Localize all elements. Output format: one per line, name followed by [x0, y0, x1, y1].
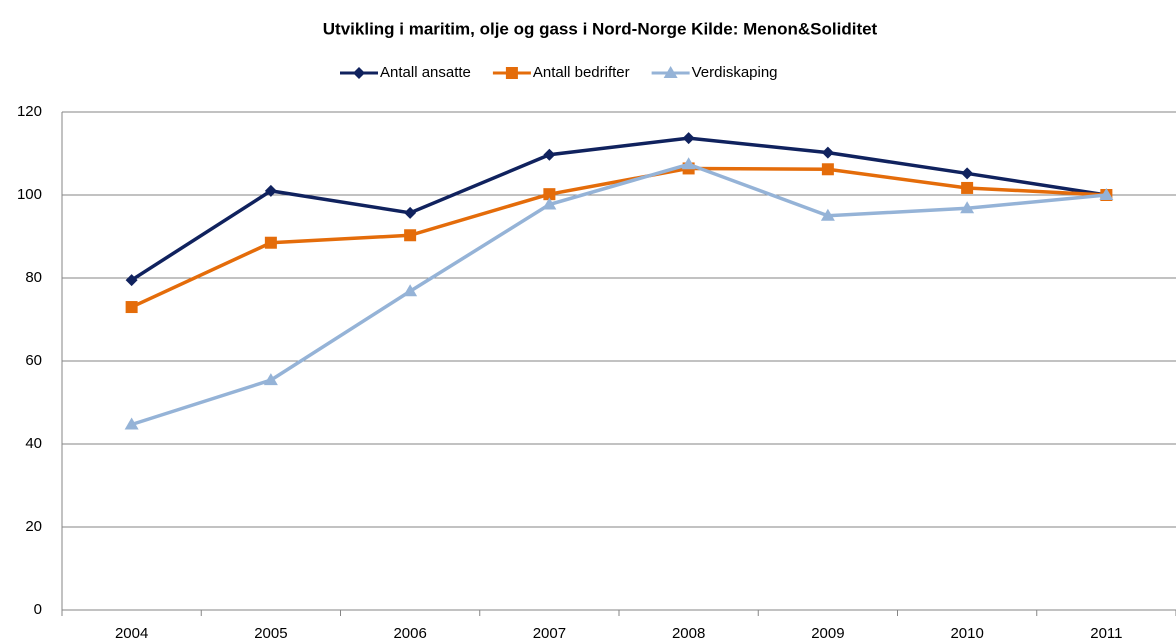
chart-title: Utvikling i maritim, olje og gass i Nord… [323, 19, 878, 38]
x-tick-label: 2011 [1090, 625, 1122, 642]
y-tick-label: 100 [17, 186, 42, 203]
marker [353, 67, 365, 79]
y-tick-label: 60 [25, 352, 42, 369]
marker [125, 274, 138, 287]
marker [125, 301, 138, 314]
marker [820, 208, 835, 221]
y-tick-label: 0 [34, 601, 42, 618]
x-tick-label: 2004 [115, 625, 148, 642]
marker [542, 197, 557, 210]
y-tick-label: 40 [25, 435, 42, 452]
x-tick-label: 2010 [950, 625, 983, 642]
marker [403, 284, 418, 297]
legend-label: Antall ansatte [380, 64, 471, 81]
marker [404, 229, 417, 242]
y-tick-label: 20 [25, 518, 42, 535]
y-tick-label: 80 [25, 269, 42, 286]
x-tick-label: 2005 [254, 625, 287, 642]
marker [663, 66, 678, 78]
y-tick-label: 120 [17, 103, 42, 120]
marker [961, 181, 974, 194]
x-tick-label: 2007 [533, 625, 566, 642]
x-tick-label: 2009 [811, 625, 844, 642]
marker [505, 67, 518, 79]
marker [404, 206, 417, 219]
legend-label: Antall bedrifter [533, 64, 630, 81]
marker [681, 157, 696, 170]
x-tick-label: 2006 [393, 625, 426, 642]
marker [1099, 188, 1114, 200]
series-line [130, 166, 1107, 309]
marker [124, 417, 139, 430]
marker [821, 163, 834, 176]
series-line [130, 136, 1107, 282]
marker [264, 236, 277, 249]
series-line [131, 162, 1107, 427]
marker [961, 167, 974, 180]
legend-label: Verdiskaping [692, 64, 778, 81]
marker [682, 132, 695, 145]
marker [821, 146, 834, 159]
marker [960, 201, 975, 214]
x-tick-label: 2008 [672, 625, 705, 642]
marker [543, 148, 556, 161]
marker [263, 373, 278, 386]
marker [264, 184, 277, 197]
marker [543, 188, 556, 201]
